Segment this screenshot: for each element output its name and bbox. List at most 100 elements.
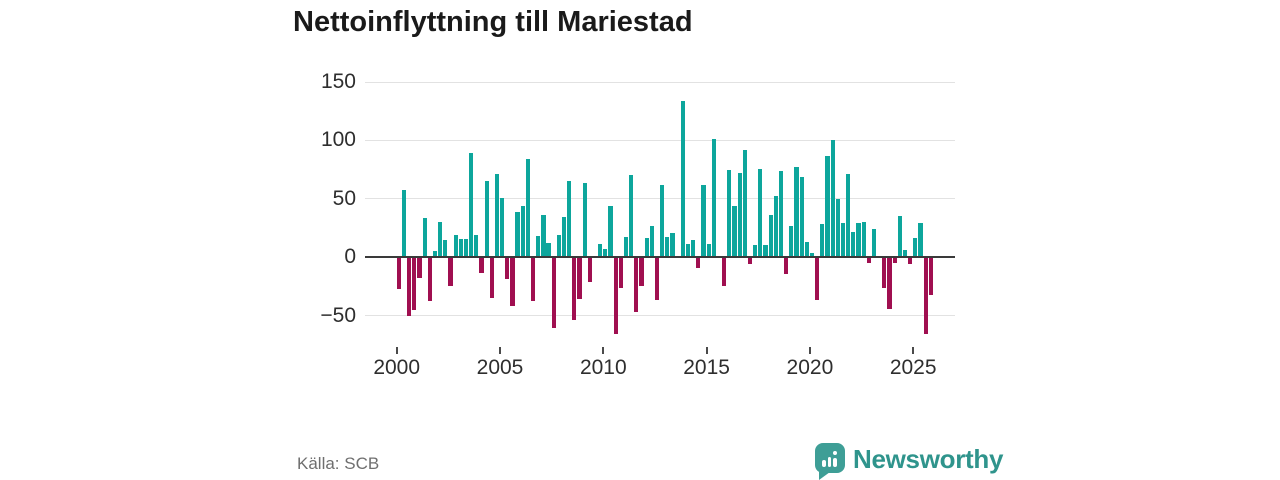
bar-2025K3 bbox=[923, 256, 928, 334]
bar-2003K4 bbox=[474, 234, 479, 257]
bar-2003K2 bbox=[463, 239, 469, 257]
bar-2001K4 bbox=[432, 250, 438, 257]
bar-2021K2 bbox=[835, 199, 840, 257]
bar-2002K1 bbox=[438, 221, 443, 257]
chart-title: Nettoinflyttning till Mariestad bbox=[293, 6, 693, 38]
y-axis-label-100: 100 bbox=[320, 128, 356, 152]
bar-2016K2 bbox=[732, 206, 737, 257]
bar-2009K4 bbox=[598, 243, 603, 257]
bar-2020K4 bbox=[825, 156, 830, 257]
bar-2014K1 bbox=[685, 243, 691, 257]
bar-2005K1 bbox=[500, 198, 505, 257]
bar-2007K3 bbox=[551, 256, 556, 328]
zero-baseline bbox=[365, 255, 955, 258]
bar-2019K1 bbox=[789, 226, 794, 257]
x-axis-label-2020: 2020 bbox=[786, 356, 834, 379]
bar-2019K3 bbox=[799, 177, 804, 257]
bar-2002K4 bbox=[453, 234, 458, 257]
bar-2007K1 bbox=[541, 214, 546, 257]
bar-2020K1 bbox=[809, 253, 815, 257]
bar-2011K3 bbox=[634, 256, 639, 312]
bar-2023K1 bbox=[871, 228, 877, 257]
source-caption: Källa: SCB bbox=[297, 454, 380, 473]
bar-2020K3 bbox=[820, 223, 825, 257]
bar-2012K1 bbox=[644, 238, 649, 257]
x-axis-label-2000: 2000 bbox=[373, 356, 421, 379]
bar-2021K3 bbox=[840, 222, 846, 257]
bar-2008K2 bbox=[567, 180, 572, 257]
bar-2013K4 bbox=[680, 101, 685, 257]
bar-2009K2 bbox=[587, 256, 592, 283]
bar-2011K2 bbox=[629, 174, 634, 257]
bar-2003K3 bbox=[469, 152, 474, 257]
bar-2002K2 bbox=[443, 240, 448, 257]
bar-2021K1 bbox=[830, 139, 835, 257]
bar-2005K4 bbox=[515, 212, 520, 257]
bar-2001K3 bbox=[427, 256, 432, 302]
bar-2014K2 bbox=[691, 240, 696, 257]
bar-2014K4 bbox=[701, 185, 706, 257]
x-axis-tick-2025 bbox=[912, 347, 915, 354]
bar-2022K4 bbox=[866, 256, 871, 263]
bar-2024K4 bbox=[908, 256, 913, 264]
bar-2016K3 bbox=[737, 172, 742, 257]
bar-2019K2 bbox=[794, 166, 799, 257]
x-axis-tick-2020 bbox=[808, 347, 811, 354]
bar-2004K3 bbox=[489, 256, 494, 298]
bar-chart-plot-area bbox=[365, 70, 955, 350]
bar-2017K2 bbox=[753, 245, 758, 257]
newsworthy-logo-bubble-icon bbox=[815, 443, 845, 473]
bar-2012K2 bbox=[649, 226, 654, 257]
bar-2021K4 bbox=[846, 173, 851, 257]
x-axis-label-2015: 2015 bbox=[683, 356, 730, 379]
bar-2011K4 bbox=[639, 256, 644, 286]
bar-2018K1 bbox=[768, 214, 773, 257]
bar-2008K3 bbox=[572, 256, 577, 320]
bar-2010K2 bbox=[608, 206, 613, 257]
bar-2010K4 bbox=[618, 256, 623, 289]
logo-chart-bar-small-icon bbox=[822, 460, 826, 467]
bar-2025K1 bbox=[913, 238, 918, 257]
bar-2019K4 bbox=[804, 241, 809, 257]
bar-2024K3 bbox=[902, 249, 908, 257]
y-axis-label-50: 50 bbox=[332, 186, 356, 210]
bar-2008K4 bbox=[577, 256, 582, 299]
x-axis-label-2010: 2010 bbox=[579, 356, 627, 379]
bar-2015K1 bbox=[706, 243, 711, 257]
bar-2004K1 bbox=[479, 256, 484, 274]
bar-2007K4 bbox=[556, 234, 561, 257]
bar-2015K2 bbox=[711, 138, 716, 257]
bar-2007K2 bbox=[546, 242, 551, 257]
bar-2017K4 bbox=[763, 245, 768, 257]
bar-2000K4 bbox=[412, 256, 417, 311]
bar-2022K3 bbox=[861, 221, 866, 257]
bar-2004K4 bbox=[494, 173, 500, 257]
bar-2002K3 bbox=[448, 256, 453, 286]
gridline-150 bbox=[365, 81, 955, 83]
logo-chart-bar-medium-icon bbox=[827, 457, 831, 467]
bar-2018K4 bbox=[784, 256, 789, 275]
bar-2023K3 bbox=[882, 256, 887, 289]
bar-2025K4 bbox=[928, 256, 933, 296]
bar-2010K3 bbox=[613, 256, 618, 334]
bar-2016K1 bbox=[727, 170, 732, 257]
bar-2011K1 bbox=[623, 236, 629, 257]
bar-2001K1 bbox=[417, 256, 422, 278]
bar-2008K1 bbox=[561, 216, 567, 257]
bar-2000K2 bbox=[401, 190, 407, 257]
gridline-100 bbox=[365, 139, 955, 141]
bar-2012K4 bbox=[660, 185, 665, 257]
bar-2023K4 bbox=[887, 256, 892, 310]
gridline-50 bbox=[365, 198, 955, 200]
newsworthy-logo-tail bbox=[819, 472, 830, 480]
bar-2000K1 bbox=[396, 256, 401, 290]
bar-2018K3 bbox=[778, 171, 784, 257]
y-axis-label-150: 150 bbox=[320, 70, 356, 93]
bar-2006K4 bbox=[536, 235, 541, 257]
newsworthy-logo-text: Newsworthy bbox=[853, 444, 1004, 474]
y-axis-label--50: −50 bbox=[320, 303, 356, 327]
bar-2012K3 bbox=[654, 256, 660, 300]
bar-2004K2 bbox=[484, 180, 489, 257]
x-axis-tick-2015 bbox=[705, 347, 708, 354]
bar-2005K2 bbox=[505, 256, 510, 279]
